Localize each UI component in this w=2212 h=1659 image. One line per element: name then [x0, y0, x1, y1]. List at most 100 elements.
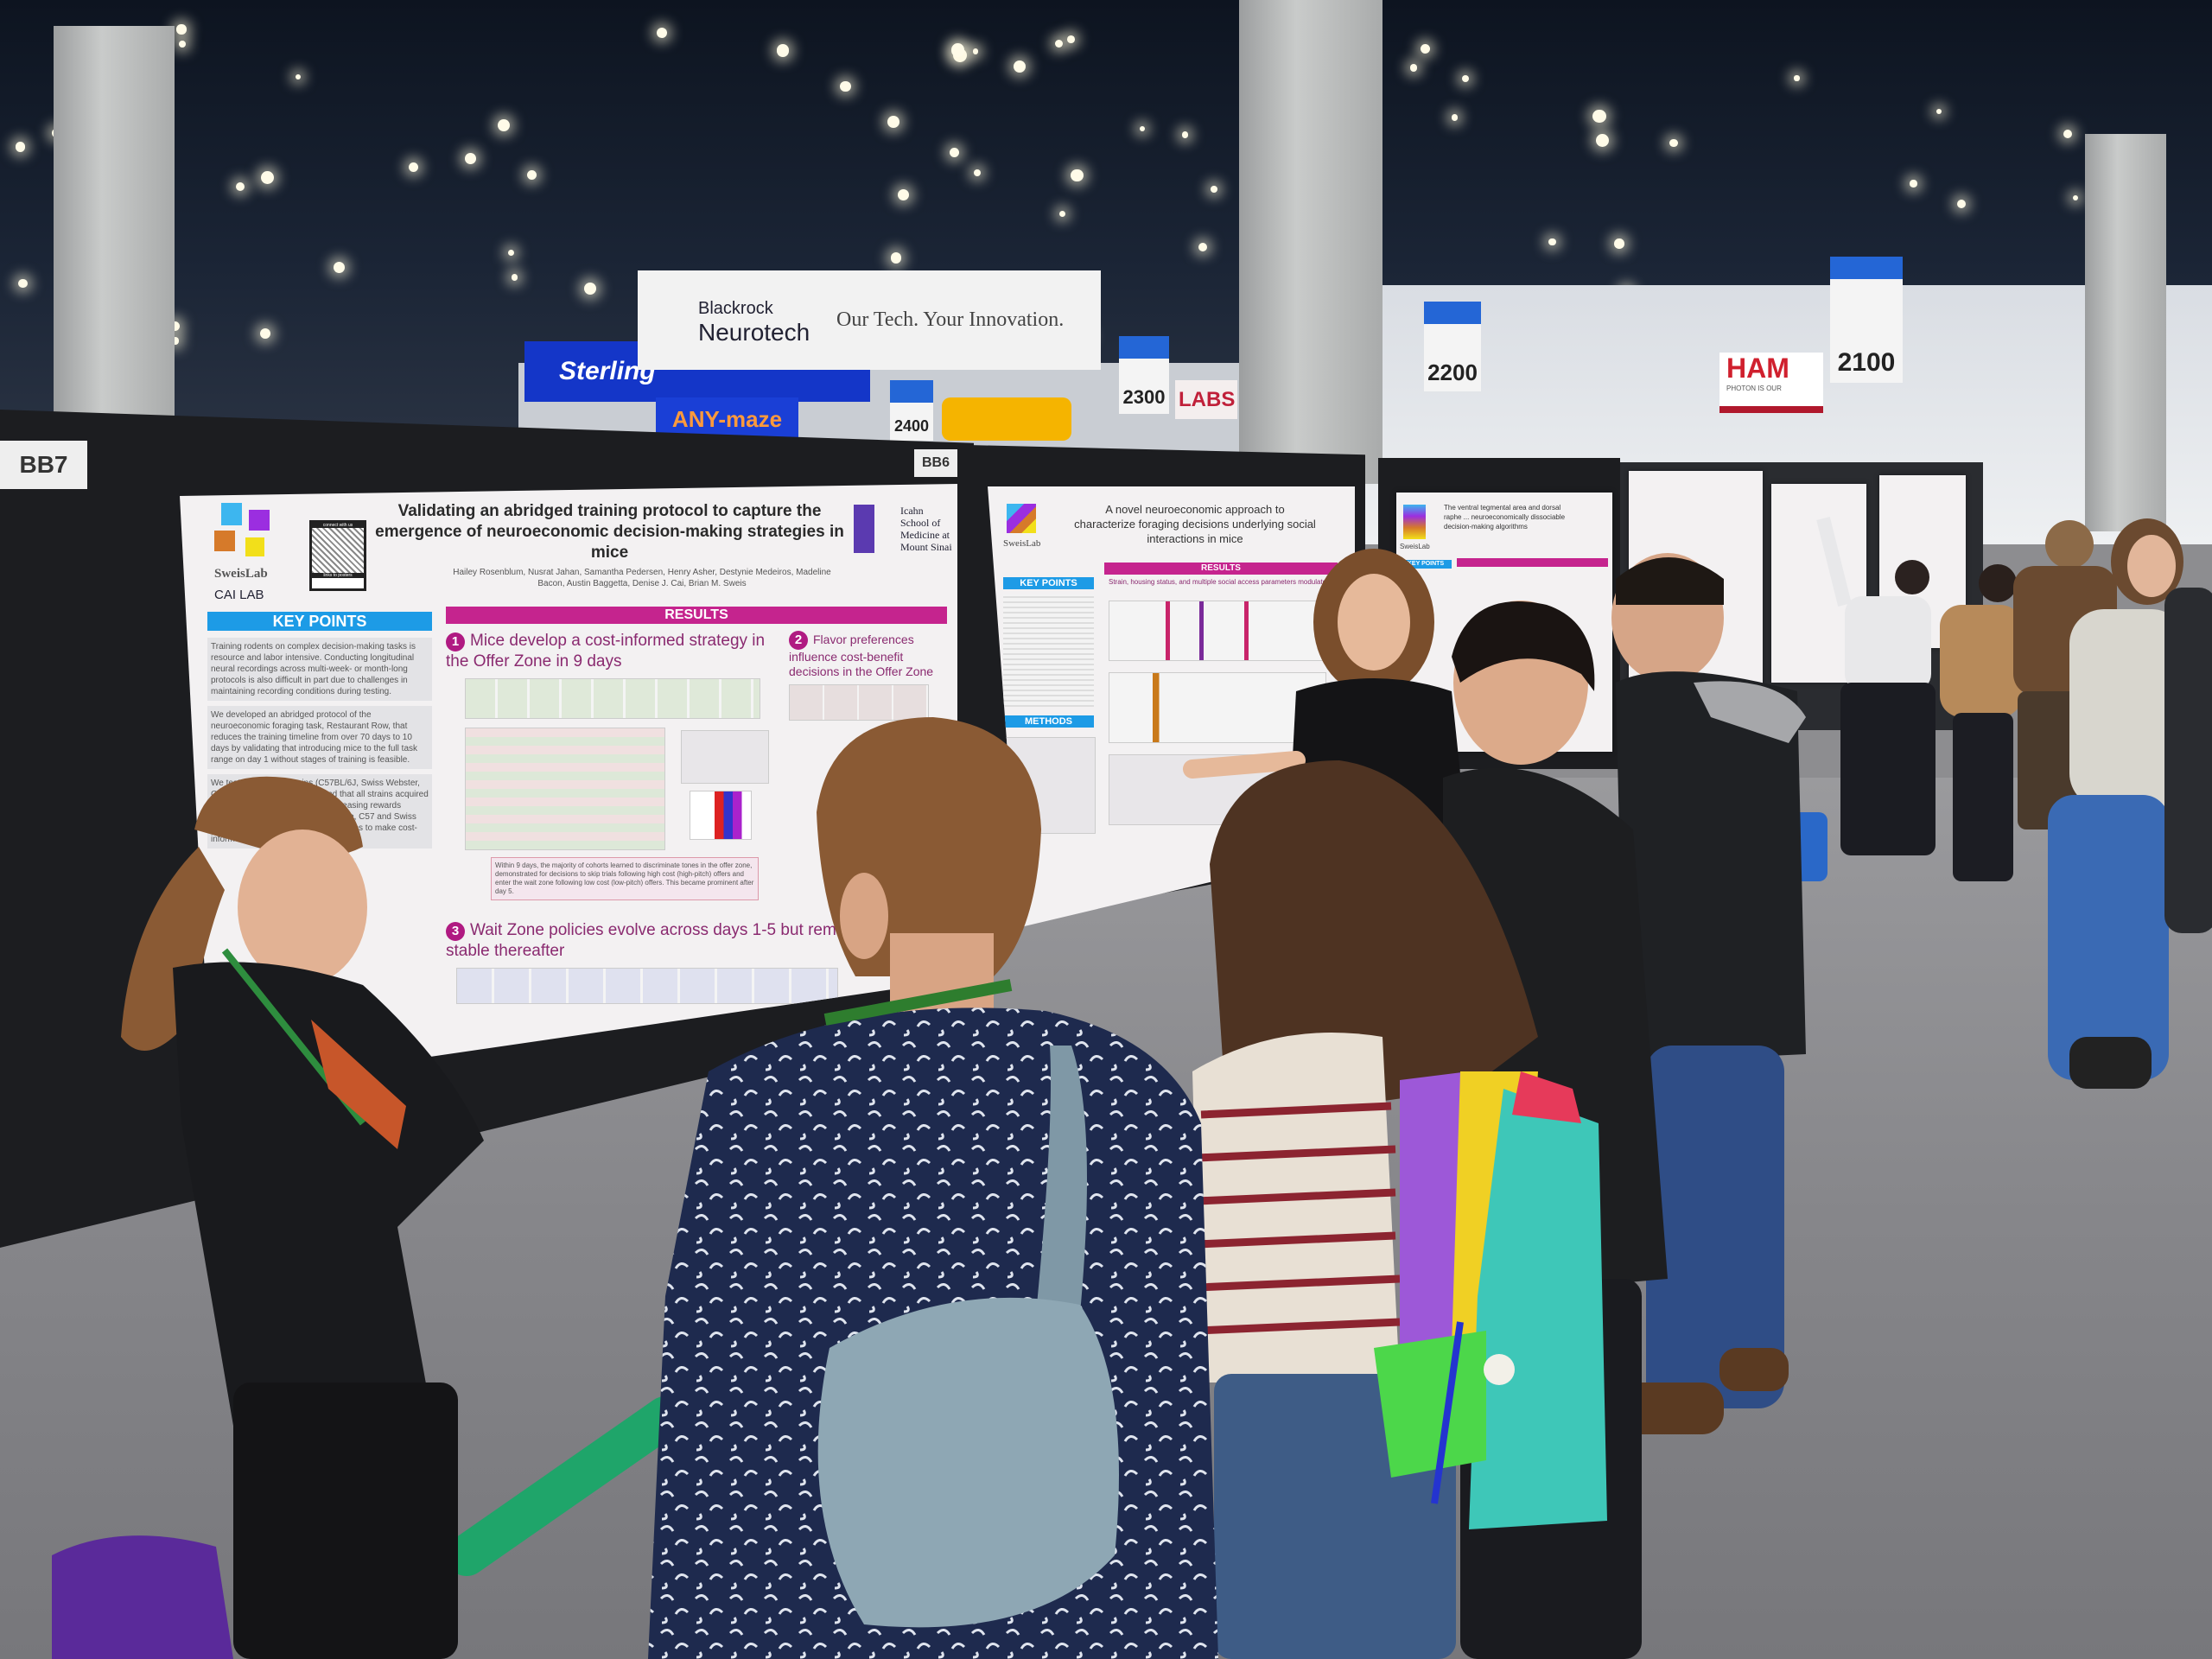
ceiling-light	[1614, 238, 1624, 249]
ceiling-light	[334, 261, 346, 273]
person-man-grey-hoodie	[1611, 553, 1806, 1434]
ceiling-light	[408, 162, 419, 173]
ceiling-light	[1054, 39, 1064, 48]
center-pillar	[1239, 0, 1382, 484]
ceiling-light	[972, 48, 979, 54]
ceiling-light	[235, 182, 245, 192]
day-traces-plot	[465, 678, 760, 719]
results-plots	[1109, 672, 1326, 743]
anymaze-sign: ANY-maze	[656, 397, 798, 441]
results-bar	[1457, 558, 1608, 567]
ceiling-light	[1198, 242, 1208, 251]
key-point: Training rodents on complex decision-mak…	[207, 638, 432, 701]
ceiling-light	[1957, 200, 1967, 209]
lanyard	[823, 979, 1013, 1026]
ceiling-light	[507, 249, 515, 257]
methods-header: METHODS	[1003, 715, 1094, 728]
ceiling-light	[497, 119, 510, 132]
ceiling-light	[973, 168, 982, 177]
ceiling-light	[260, 170, 275, 185]
ceiling-light	[15, 141, 26, 152]
person-far-pointing	[1816, 517, 1936, 855]
poster-main-title: Validating an abridged training protocol…	[375, 502, 844, 562]
backpack-button-pin	[1484, 1354, 1515, 1385]
person-far-tan-jacket	[1940, 564, 2022, 881]
ceiling-light	[1794, 75, 1800, 81]
wait-zone-plot	[456, 968, 838, 1004]
ceiling-light	[657, 27, 668, 38]
poster-second-title: A novel neuroeconomic approach to charac…	[1074, 503, 1316, 545]
ceiling-light	[1140, 125, 1146, 132]
ceiling-light	[464, 153, 476, 165]
person-woman-backpack	[1192, 760, 1607, 1659]
board-label-bb7: BB7	[0, 441, 87, 489]
bar-plot	[690, 791, 752, 840]
ceiling-light	[1936, 108, 1942, 115]
blackrock-neurotech-sign: Blackrock Neurotech Our Tech. Your Innov…	[638, 270, 1101, 370]
person-woman-presenter-left	[121, 776, 484, 1659]
ceiling-light	[890, 252, 902, 264]
aisle-sign-2100: 2100	[1830, 257, 1903, 383]
mount-sinai-logo: Icahn School of Medicine at Mount Sinai	[854, 505, 953, 553]
ceiling-light	[1910, 180, 1917, 188]
ceiling-light	[295, 73, 301, 79]
right-pillar	[2085, 134, 2166, 531]
qr-code[interactable]: connect with us links to posters	[309, 520, 366, 591]
ceiling-light	[776, 43, 790, 57]
ham-subtext: PHOTON IS OUR	[1726, 385, 1782, 392]
results-header: RESULTS	[446, 607, 947, 624]
results-header: RESULTS	[1104, 563, 1338, 575]
cai-lab-logo: CAI LAB	[214, 588, 264, 602]
aisle-sign-2300: 2300	[1119, 336, 1169, 414]
ceiling-light	[887, 115, 899, 128]
key-points-header: KEY POINTS	[1003, 577, 1094, 589]
sling-bag	[817, 1297, 1119, 1628]
poster-third-title: The ventral tegmental area and dorsal ra…	[1444, 504, 1566, 531]
ham-sign: HAM PHOTON IS OUR	[1719, 353, 1823, 413]
result-3-heading: 3 Wait Zone policies evolve across days 1…	[446, 920, 861, 961]
ceiling-light	[172, 337, 180, 345]
blackrock-tagline: Our Tech. Your Innovation.	[836, 308, 1065, 331]
result-2-heading: 2 Flavor preferences influence cost-benef…	[789, 631, 944, 679]
ceiling-light	[1548, 238, 1557, 246]
purple-bag	[52, 1535, 233, 1659]
ceiling-light	[1210, 185, 1217, 193]
ceiling-light	[1669, 138, 1678, 148]
result-1-heading: 1 Mice develop a cost-informed strategy i…	[446, 631, 774, 671]
sweislab-text: SweisLab	[1003, 538, 1041, 549]
aisle-sign-2400: 2400	[890, 380, 933, 441]
key-points-header: KEY POINTS	[1400, 560, 1452, 569]
key-points-header: KEY POINTS	[207, 612, 432, 631]
blackrock-sub: Neurotech	[698, 318, 810, 346]
qr-caption-bottom: links to posters	[312, 573, 364, 578]
sweislab-logo	[214, 503, 275, 563]
person-far-right-woman	[2048, 518, 2186, 1089]
sweislab-logo	[1007, 504, 1036, 533]
key-points-text	[1003, 594, 1094, 707]
ceiling-light	[2063, 129, 2073, 139]
ceiling-light	[1181, 131, 1189, 138]
green-tube	[446, 1396, 686, 1576]
ceiling-light	[1420, 43, 1430, 54]
yellow-booth-sign	[942, 397, 1071, 441]
poster-main: SweisLab CAI LAB connect with us links t…	[180, 484, 957, 1089]
ceiling-light	[18, 278, 28, 288]
strain-plot-grid	[465, 728, 665, 850]
sweislab-logo	[1403, 505, 1426, 539]
result-number: 1	[446, 632, 465, 652]
left-pillar	[54, 26, 175, 432]
ceiling-light	[1059, 211, 1066, 218]
result-1-heading: Strain, housing status, and multiple soc…	[1109, 578, 1335, 586]
line-plot	[681, 730, 769, 784]
qr-caption-top: connect with us	[312, 523, 364, 528]
result-heading-text: Mice develop a cost-informed strategy in…	[446, 632, 766, 671]
ceiling-light	[1071, 168, 1084, 181]
ceiling-light	[179, 41, 187, 48]
ceiling-light	[583, 282, 597, 296]
result-number: 3	[446, 922, 465, 941]
ceiling-light	[1462, 75, 1470, 83]
blackrock-name: Blackrock	[698, 298, 773, 318]
result-heading-text: Wait Zone policies evolve across days 1-…	[446, 921, 859, 960]
ham-text: HAM	[1726, 353, 1789, 384]
